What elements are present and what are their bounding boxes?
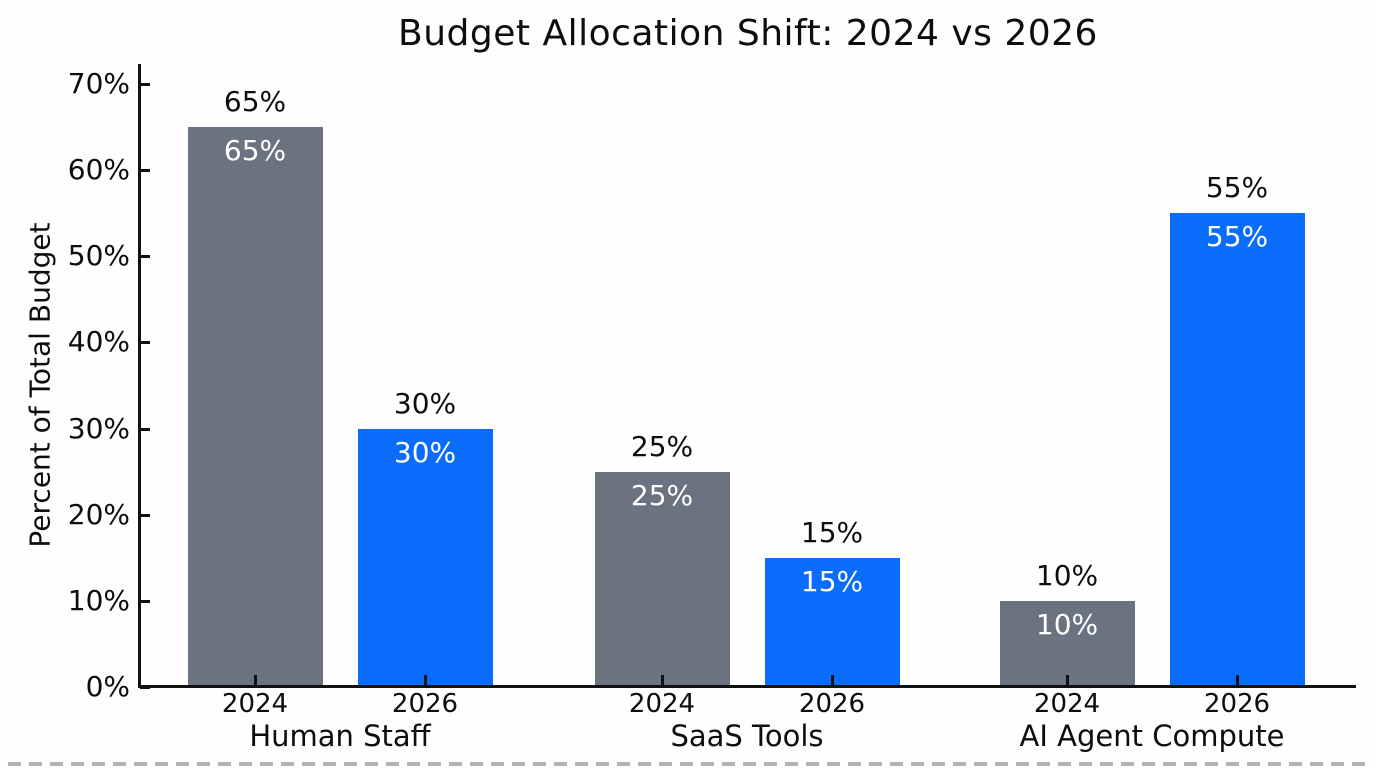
- x-tick-mark-2026-saas-tools: [831, 675, 834, 687]
- y-tick-label-20: 20%: [67, 497, 130, 531]
- x-tick-mark-2026-human-staff: [424, 675, 427, 687]
- y-tick-mark-30: [140, 427, 150, 431]
- bar-2024-human-staff: [188, 127, 323, 687]
- bar-value-above-2024-saas-tools: 25%: [630, 429, 694, 463]
- x-tick-label-2026-saas-tools: 2026: [798, 689, 866, 719]
- bar-value-inside-2026-ai-agent-compute: 55%: [1205, 220, 1269, 254]
- y-tick-label-60: 60%: [67, 153, 130, 187]
- x-tick-mark-2024-human-staff: [254, 675, 257, 687]
- y-axis-spine: [138, 64, 141, 688]
- bar-value-inside-2026-human-staff: 30%: [393, 435, 457, 469]
- x-tick-label-2024-saas-tools: 2024: [628, 689, 696, 719]
- y-tick-label-70: 70%: [67, 67, 130, 100]
- bar-2026-ai-agent-compute: [1170, 213, 1305, 687]
- bar-2026-saas-tools: [765, 557, 900, 687]
- bar-2024-saas-tools: [595, 471, 730, 687]
- category-label-saas-tools: SaaS Tools: [670, 719, 824, 753]
- chart-title: Budget Allocation Shift: 2024 vs 2026: [398, 13, 1098, 54]
- bar-value-above-2024-human-staff: 65%: [223, 85, 287, 119]
- x-tick-label-2024-human-staff: 2024: [221, 689, 289, 719]
- bar-value-inside-2024-saas-tools: 25%: [630, 478, 694, 512]
- bar-value-inside-2024-ai-agent-compute: 10%: [1035, 607, 1099, 641]
- y-tick-mark-20: [140, 513, 150, 517]
- x-tick-label-2026-ai-agent-compute: 2026: [1203, 689, 1271, 719]
- x-tick-label-2024-ai-agent-compute: 2024: [1033, 689, 1101, 719]
- category-label-ai-agent-compute: AI Agent Compute: [1019, 719, 1285, 753]
- bottom-dashed-line: [8, 762, 1370, 766]
- y-tick-mark-10: [140, 599, 150, 603]
- bar-2024-ai-agent-compute: [1000, 600, 1135, 687]
- x-tick-mark-2024-ai-agent-compute: [1066, 675, 1069, 687]
- y-tick-mark-60: [140, 169, 150, 173]
- bar-value-above-2024-ai-agent-compute: 10%: [1035, 558, 1099, 592]
- bar-value-above-2026-ai-agent-compute: 55%: [1205, 171, 1269, 205]
- bar-2026-human-staff: [358, 428, 493, 687]
- x-axis-baseline: [138, 685, 1356, 688]
- bar-value-inside-2024-human-staff: 65%: [223, 134, 287, 168]
- y-tick-mark-40: [140, 341, 150, 345]
- x-tick-mark-2026-ai-agent-compute: [1236, 675, 1239, 687]
- x-tick-label-2026-human-staff: 2026: [391, 689, 459, 719]
- bar-value-inside-2026-saas-tools: 15%: [800, 564, 864, 598]
- y-tick-label-50: 50%: [67, 239, 130, 273]
- category-label-human-staff: Human Staff: [249, 719, 431, 753]
- y-tick-label-40: 40%: [67, 325, 130, 359]
- y-tick-mark-50: [140, 255, 150, 259]
- bar-value-above-2026-human-staff: 30%: [393, 386, 457, 420]
- y-tick-label-30: 30%: [67, 411, 130, 445]
- y-tick-label-10: 10%: [67, 583, 130, 617]
- y-tick-mark-70: [140, 83, 150, 86]
- y-tick-mark-0: [140, 686, 150, 689]
- y-tick-label-0: 0%: [85, 670, 130, 703]
- bar-value-above-2026-saas-tools: 15%: [800, 515, 864, 549]
- x-tick-mark-2024-saas-tools: [661, 675, 664, 687]
